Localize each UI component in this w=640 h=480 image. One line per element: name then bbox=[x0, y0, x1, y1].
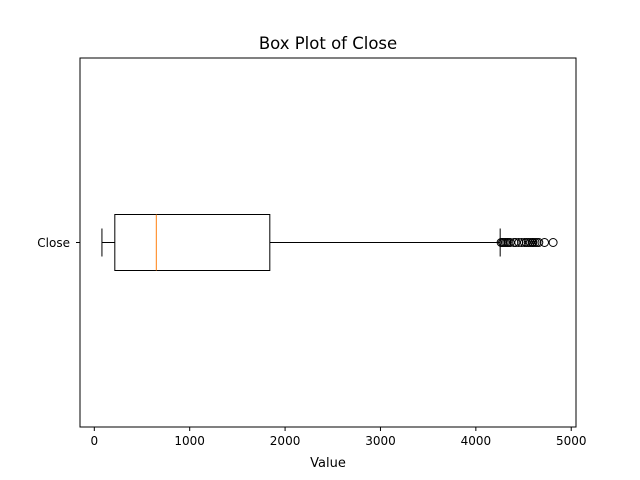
x-tick-label: 3000 bbox=[365, 434, 396, 448]
iqr-box bbox=[114, 214, 271, 271]
outlier-point bbox=[540, 238, 550, 247]
outlier-point bbox=[511, 238, 521, 247]
y-axis: Close bbox=[37, 236, 80, 250]
y-tick-label: Close bbox=[37, 236, 70, 250]
x-tick-label: 2000 bbox=[270, 434, 301, 448]
box-group bbox=[101, 214, 558, 271]
x-axis-label: Value bbox=[310, 456, 346, 471]
x-tick-label: 5000 bbox=[556, 434, 587, 448]
outlier-point bbox=[505, 238, 515, 247]
x-tick-label: 0 bbox=[90, 434, 98, 448]
x-tick-label: 1000 bbox=[174, 434, 205, 448]
outlier-point bbox=[517, 238, 527, 247]
outlier-point bbox=[534, 238, 544, 247]
x-tick-label: 4000 bbox=[461, 434, 492, 448]
outlier-point bbox=[548, 238, 558, 247]
x-axis: 0 1000 2000 3000 4000 5000 bbox=[90, 427, 587, 448]
chart-title: Box Plot of Close bbox=[259, 34, 397, 53]
